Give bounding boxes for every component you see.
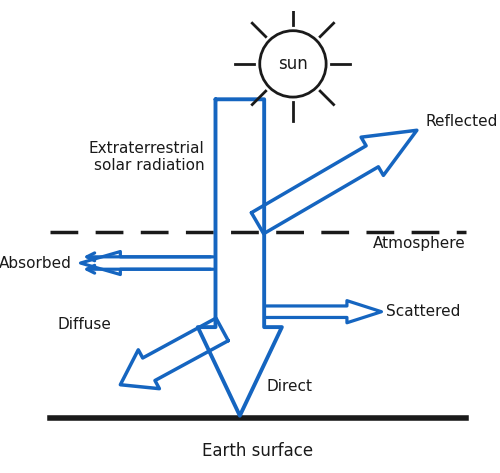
Text: Direct: Direct [266,378,312,394]
Text: Earth surface: Earth surface [202,442,313,460]
Text: Reflected: Reflected [426,114,498,129]
Text: sun: sun [278,55,308,73]
Text: Absorbed: Absorbed [0,255,72,271]
Text: Diffuse: Diffuse [58,317,112,333]
Text: Scattered: Scattered [386,304,460,319]
Text: Extraterrestrial
solar radiation: Extraterrestrial solar radiation [88,140,204,173]
Text: Atmosphere: Atmosphere [373,236,466,251]
